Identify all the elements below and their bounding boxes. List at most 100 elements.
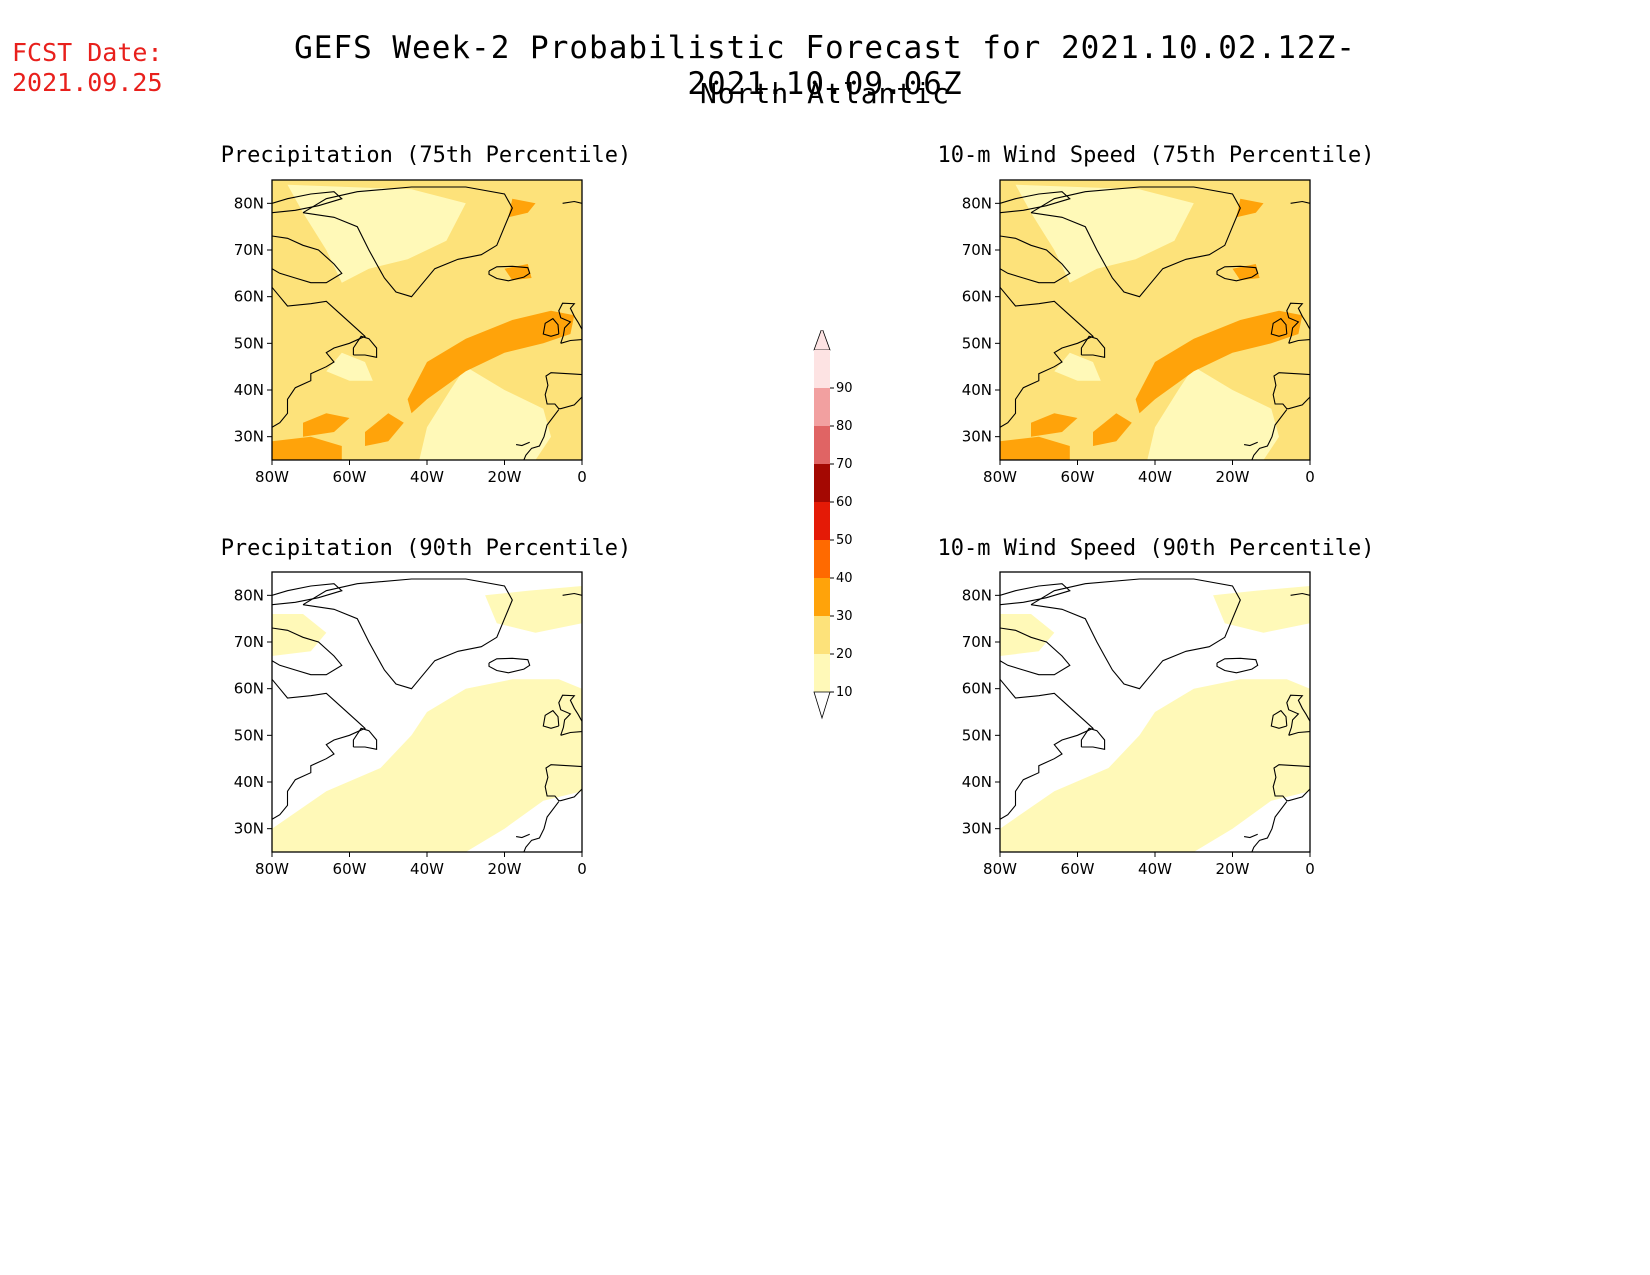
lon-tick-label: 40W <box>1138 860 1172 878</box>
lat-tick-label: 30N <box>234 820 264 838</box>
coastline <box>523 801 560 852</box>
coastline <box>272 627 343 676</box>
coastline <box>1244 833 1258 839</box>
coastline <box>562 200 582 204</box>
colorbar-swatch <box>814 616 830 654</box>
lat-tick-label: 80N <box>234 586 264 604</box>
lat-tick-label: 60N <box>234 680 264 698</box>
panel-title-wind-90: 10-m Wind Speed (90th Percentile) <box>937 536 1375 561</box>
lon-tick-label: 60W <box>1061 468 1095 486</box>
probability-field <box>272 180 582 460</box>
coastline <box>1216 657 1259 674</box>
lon-tick-label: 0 <box>1305 468 1315 486</box>
lon-tick-label: 0 <box>1305 860 1315 878</box>
colorbar-label: 40 <box>836 571 853 586</box>
lat-tick-label: 70N <box>234 241 264 259</box>
page-title: GEFS Week-2 Probabilistic Forecast for 2… <box>294 30 1356 102</box>
lon-tick-label: 0 <box>577 468 587 486</box>
coastline <box>1000 627 1071 676</box>
probability-region <box>1236 198 1264 218</box>
coastline <box>1080 335 1106 358</box>
lat-tick-label: 60N <box>962 288 992 306</box>
coastline <box>516 441 530 447</box>
colorbar-label: 60 <box>836 495 853 510</box>
lat-tick-label: 40N <box>234 381 264 399</box>
probability-region <box>1015 184 1194 283</box>
lat-tick-label: 80N <box>962 586 992 604</box>
colorbar-label: 90 <box>836 381 853 396</box>
probability-field <box>1000 180 1310 460</box>
coastline <box>1000 583 1071 606</box>
coastline <box>544 764 582 802</box>
probability-region <box>419 366 551 460</box>
lat-tick-label: 70N <box>962 241 992 259</box>
colorbar-label: 50 <box>836 533 853 548</box>
coastline <box>562 592 582 596</box>
coastline <box>1286 302 1310 344</box>
lat-tick-label: 50N <box>234 334 264 352</box>
probability-region <box>303 413 350 437</box>
lon-tick-label: 20W <box>1216 860 1250 878</box>
colorbar-swatch <box>814 578 830 616</box>
coastline <box>1030 578 1241 690</box>
coastline <box>272 191 343 214</box>
colorbar-swatch <box>814 388 830 426</box>
panel-title-precip-75: Precipitation (75th Percentile) <box>220 143 632 168</box>
coastline <box>272 286 366 428</box>
probability-region <box>1054 352 1101 381</box>
colorbar-top-arrow <box>813 330 831 351</box>
colorbar-swatch <box>814 540 830 578</box>
panel-title-wind-75: 10-m Wind Speed (75th Percentile) <box>937 143 1375 168</box>
coastline <box>1244 441 1258 447</box>
coastline <box>272 583 343 606</box>
probability-region <box>326 352 373 381</box>
colorbar-swatch <box>814 654 830 692</box>
lon-tick-label: 40W <box>1138 468 1172 486</box>
coastline <box>1251 801 1288 852</box>
lat-tick-label: 30N <box>234 428 264 446</box>
lon-tick-label: 20W <box>1216 468 1250 486</box>
lon-tick-label: 80W <box>983 860 1017 878</box>
coastline <box>1030 186 1241 298</box>
lon-tick-label: 20W <box>488 468 522 486</box>
coastline <box>1080 727 1106 750</box>
lon-tick-label: 0 <box>577 860 587 878</box>
coastline <box>352 727 378 750</box>
lon-tick-label: 80W <box>255 468 289 486</box>
probability-region <box>287 184 466 283</box>
lat-tick-label: 60N <box>962 680 992 698</box>
forecast-date-value: 2021.09.25 <box>12 68 163 97</box>
lat-tick-label: 50N <box>962 334 992 352</box>
lon-tick-label: 20W <box>488 860 522 878</box>
map-precip-90: 80N 70N 60N 50N 40N 30N 80W 60W 40W 20W 0 <box>234 571 587 878</box>
lat-tick-label: 30N <box>962 820 992 838</box>
lon-tick-label: 80W <box>983 468 1017 486</box>
lat-tick-label: 60N <box>234 288 264 306</box>
coastline <box>1270 317 1288 337</box>
probability-region <box>1213 586 1310 633</box>
probability-region <box>1000 436 1070 460</box>
forecast-date-block: FCST Date: 2021.09.25 <box>12 38 163 98</box>
coastline <box>516 833 530 839</box>
coastline <box>1290 592 1310 596</box>
lon-tick-label: 60W <box>333 468 367 486</box>
coastline <box>488 265 531 282</box>
colorbar-bottom-arrow <box>813 691 831 720</box>
probability-field <box>272 572 582 852</box>
lat-tick-label: 40N <box>234 773 264 791</box>
coastline <box>352 335 378 358</box>
colorbar-swatch <box>814 464 830 502</box>
lat-tick-label: 80N <box>234 194 264 212</box>
colorbar-label: 70 <box>836 457 853 472</box>
lat-tick-label: 70N <box>962 633 992 651</box>
colorbar-label: 30 <box>836 609 853 624</box>
coastline <box>558 694 582 736</box>
page-subtitle: North Atlantic <box>699 77 950 110</box>
coastline <box>1216 265 1259 282</box>
coastline <box>272 235 343 284</box>
colorbar-swatch <box>814 502 830 540</box>
probability-region <box>508 198 536 218</box>
coastline <box>542 317 560 337</box>
colorbar-swatch <box>814 426 830 464</box>
probability-region <box>272 436 342 460</box>
